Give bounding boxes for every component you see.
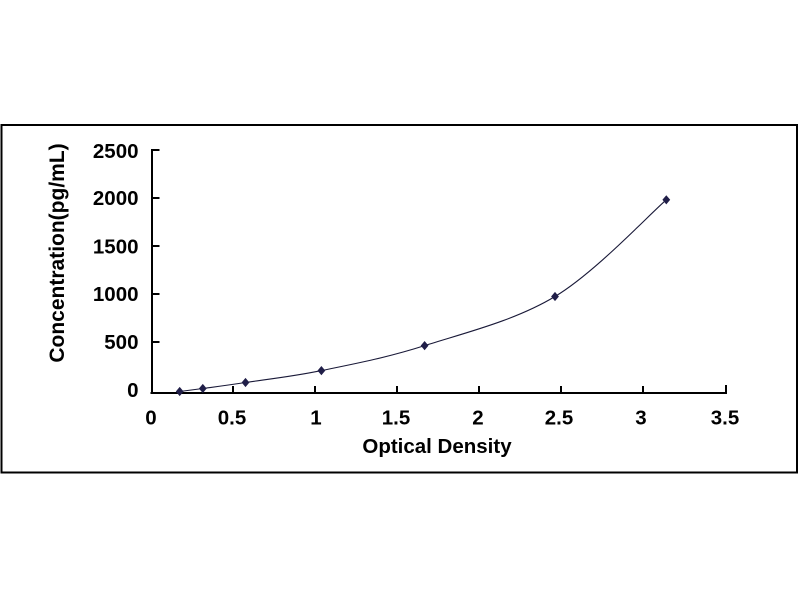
svg-text:2: 2	[472, 407, 483, 430]
svg-text:1000: 1000	[93, 283, 139, 306]
svg-text:3: 3	[635, 407, 646, 430]
svg-text:500: 500	[104, 331, 138, 354]
svg-text:2500: 2500	[93, 140, 139, 163]
svg-text:2000: 2000	[93, 187, 139, 210]
svg-text:0.5: 0.5	[218, 407, 247, 430]
svg-text:Concentration(pg/mL): Concentration(pg/mL)	[46, 143, 69, 362]
svg-text:Optical Density: Optical Density	[362, 435, 512, 458]
svg-text:1500: 1500	[93, 236, 139, 259]
svg-text:0: 0	[145, 407, 156, 430]
svg-text:0: 0	[127, 379, 138, 402]
svg-text:3.5: 3.5	[711, 407, 740, 430]
svg-text:2.5: 2.5	[545, 407, 574, 430]
svg-text:1.5: 1.5	[382, 407, 411, 430]
svg-text:1: 1	[310, 407, 321, 430]
